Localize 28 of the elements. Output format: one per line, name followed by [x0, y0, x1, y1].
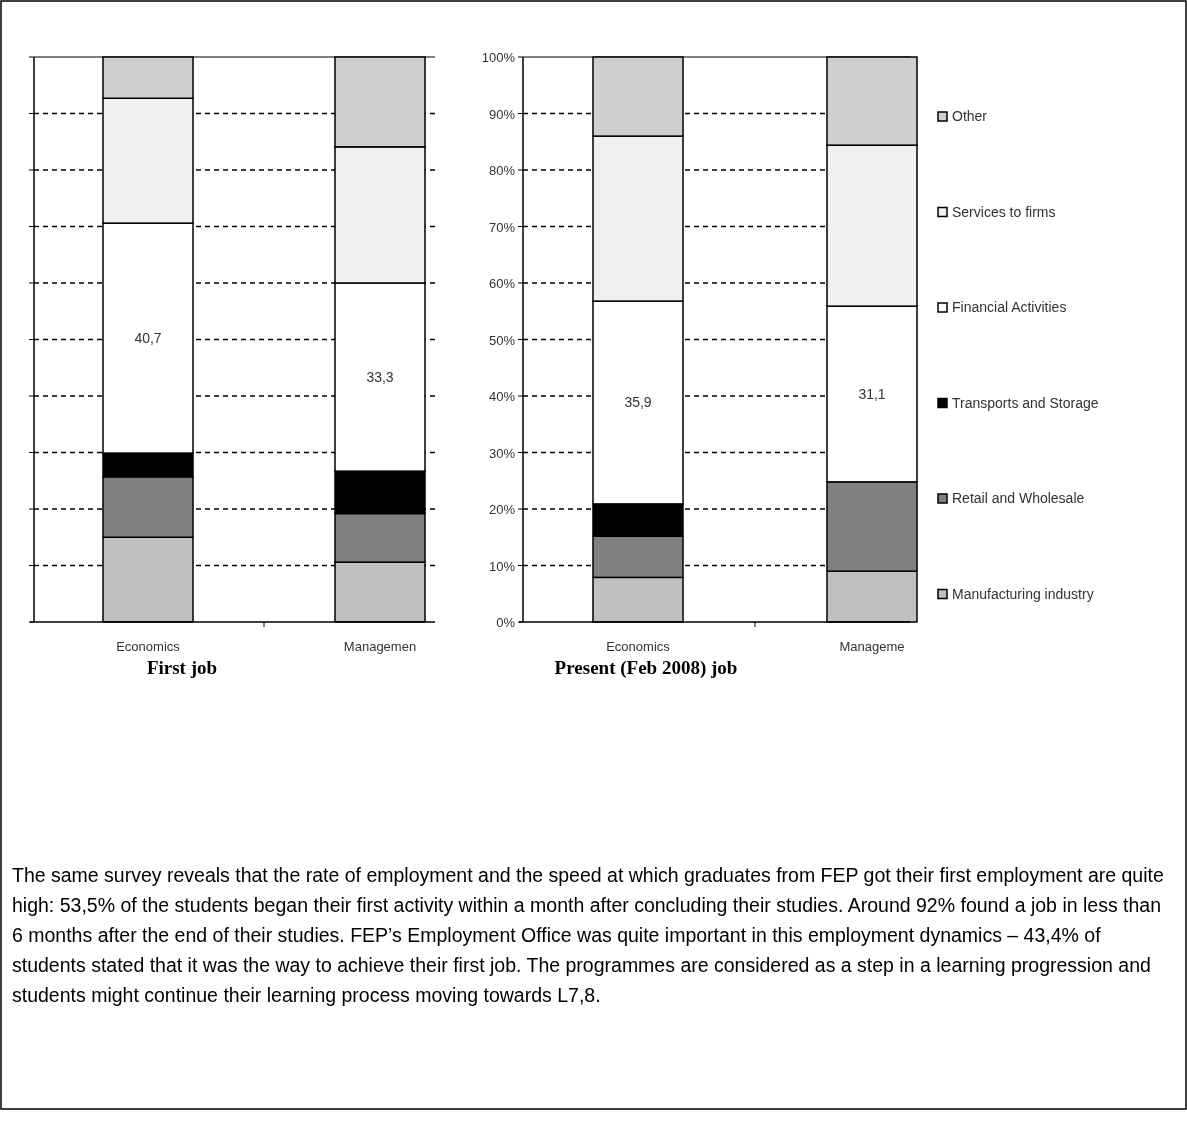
y-tick-label: 50%: [488, 332, 516, 348]
y-tick-label: 100%: [481, 50, 516, 65]
legend-label: Services to firms: [952, 203, 1056, 220]
text: First job: [146, 657, 218, 678]
data-label: 35,9: [624, 394, 652, 411]
legend-label: Financial Activities: [952, 299, 1067, 315]
legend-label: Other: [952, 108, 988, 124]
data-label: 33,3: [366, 369, 394, 386]
y-tick-label: 20%: [488, 502, 516, 517]
legend-label: Retail and Wholesale: [952, 490, 1085, 506]
legend-label: Transports and Storage: [952, 394, 1099, 411]
x-tick-label: Manageme: [839, 639, 905, 654]
y-tick-label: 70%: [488, 219, 516, 235]
x-tick-label: Economics: [116, 639, 181, 654]
x-tick-label: Economics: [606, 639, 671, 654]
y-tick-label: 40%: [488, 389, 516, 404]
data-label: 31,1: [858, 386, 886, 403]
text: The same survey reveals that the rate of employment and the speed at which graduates from FEP got their first employment are quite high: 53,5% of the students began their first activity within a month after concluding their studies. Around 92% found a job in less than 6 months after the end of their studies. FEP’s Employment Office was quite important in this employment dynamics – 43,4% of students stated that it was the way to achieve their first job. The programmes are considered as a step in a learning progression and students might continue their learning process moving towards L7,8.: [12, 863, 1165, 1008]
y-tick-label: 60%: [488, 276, 516, 291]
data-label: 40,7: [134, 330, 162, 347]
x-tick-label: Managemen: [343, 639, 417, 654]
legend-label: Manufacturing industry: [952, 585, 1094, 602]
y-tick-label: 80%: [488, 163, 516, 178]
y-tick-label: 90%: [488, 106, 516, 122]
y-tick-label: 10%: [488, 558, 516, 574]
y-tick-label: 30%: [488, 445, 516, 461]
text: Present (Feb 2008) job: [554, 657, 738, 679]
y-tick-label: 0%: [496, 615, 516, 630]
